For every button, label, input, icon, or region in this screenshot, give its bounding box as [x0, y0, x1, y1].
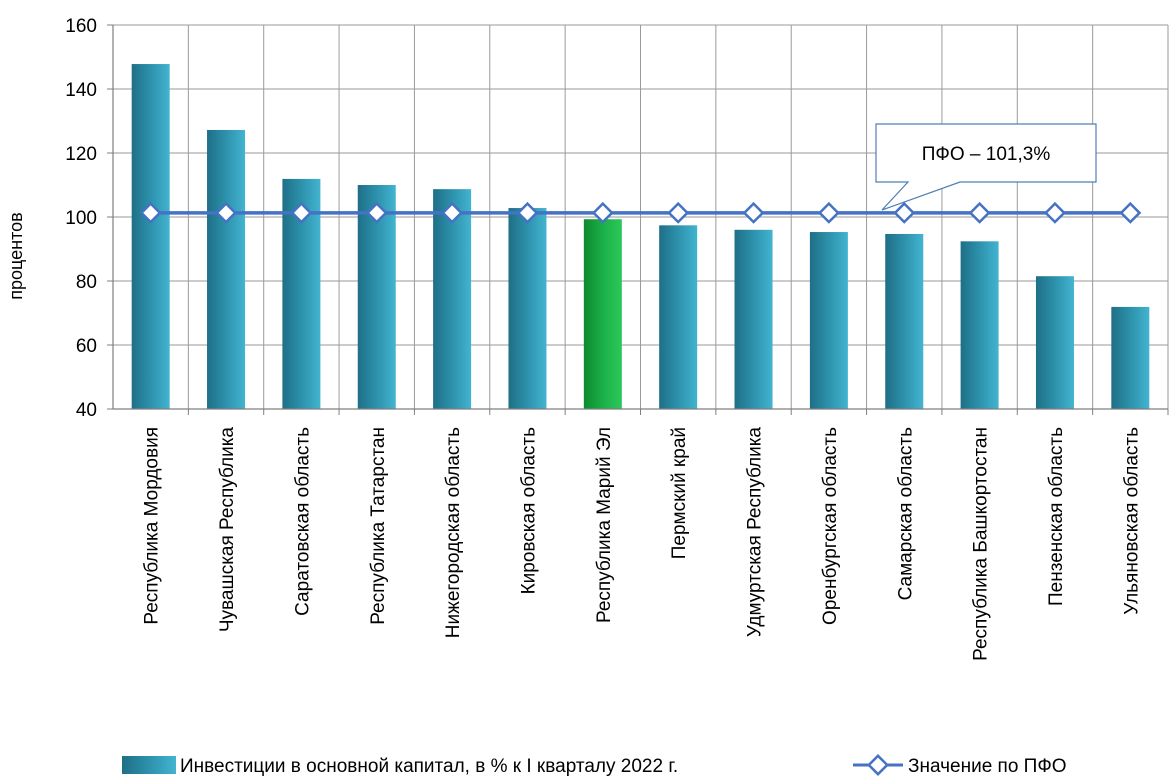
axes: 40 60 80 100 120 140 160 Республика Мордовия Чув…: [65, 16, 1169, 661]
bar: [207, 129, 246, 409]
bar: [659, 225, 698, 409]
line-marker: [893, 201, 916, 224]
category-label: Нижегородская область: [443, 427, 464, 638]
line-marker: [742, 201, 765, 224]
y-axis-label: процентов: [6, 212, 26, 299]
bars: [131, 64, 1150, 409]
legend-bar-swatch: [122, 756, 176, 774]
line-marker: [817, 201, 840, 224]
line-marker: [968, 201, 991, 224]
bar: [131, 64, 170, 409]
legend-bar-label: Инвестиции в основной капитал, в % к I к…: [180, 756, 678, 776]
callout: ПФО – 101,3%: [875, 123, 1097, 211]
pfo-line: [139, 201, 1142, 224]
callout-text: ПФО – 101,3%: [922, 144, 1051, 165]
bar: [1035, 276, 1074, 409]
category-label: Оренбургская область: [820, 427, 841, 625]
line-marker: [441, 201, 464, 224]
category-label: Удмуртская Республика: [745, 427, 766, 638]
line-marker: [1119, 201, 1142, 224]
category-label: Ульяновская область: [1121, 427, 1142, 615]
category-label: Пермский край: [669, 427, 690, 559]
legend-line-label: Значение по ПФО: [908, 756, 1067, 776]
bar: [734, 229, 773, 409]
category-label: Пензенская область: [1046, 427, 1067, 606]
category-label: Республика Татарстан: [368, 427, 389, 625]
bar: [583, 219, 622, 409]
y-tick-label: 160: [65, 16, 97, 37]
category-label: Саратовская область: [292, 427, 313, 616]
category-label: Республика Марий Эл: [594, 427, 615, 623]
line-marker: [215, 201, 237, 224]
category-label: Кировская область: [518, 427, 539, 595]
grid: [112, 24, 1169, 410]
y-tick-label: 100: [65, 208, 97, 229]
y-tick-label: 80: [76, 272, 97, 293]
line-marker: [139, 201, 162, 224]
line-marker: [667, 201, 690, 224]
category-label: Самарская область: [895, 427, 916, 601]
bar: [960, 241, 999, 409]
y-tick-label: 40: [76, 400, 97, 421]
y-tick-label: 140: [65, 80, 97, 101]
bar: [809, 232, 848, 409]
callout-box: [875, 123, 1097, 211]
category-label: Республика Башкортостан: [971, 427, 992, 661]
category-label: Чувашская Республика: [217, 427, 238, 633]
line-marker: [365, 201, 388, 224]
bar: [508, 208, 547, 409]
bar: [885, 233, 924, 409]
line-marker: [290, 201, 313, 224]
category-label: Республика Мордовия: [142, 427, 163, 625]
y-tick-label: 60: [76, 336, 97, 357]
line-marker: [591, 201, 614, 224]
legend: Инвестиции в основной капитал, в % к I к…: [122, 754, 1067, 776]
bar: [1111, 306, 1150, 409]
legend-line-marker: [867, 754, 889, 776]
line-marker: [516, 201, 539, 224]
bar: [433, 189, 472, 409]
y-tick-label: 120: [65, 144, 97, 165]
line-marker: [1044, 201, 1066, 224]
